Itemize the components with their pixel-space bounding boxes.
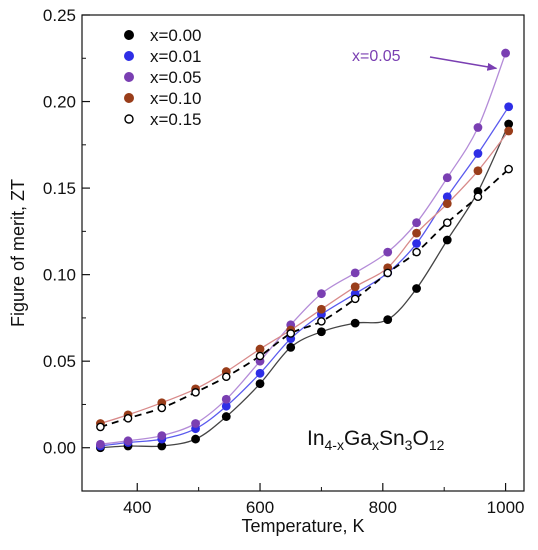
legend-label: x=0.10 (150, 89, 202, 108)
data-point-series-2 (191, 419, 200, 428)
data-point-series-2 (501, 48, 510, 58)
y-tick-label: 0.25 (43, 6, 76, 25)
data-point-series-0 (383, 315, 393, 325)
data-point-series-2 (412, 218, 421, 228)
data-point-series-0 (504, 119, 514, 129)
formula-ga-sub: x (372, 437, 379, 453)
data-point-series-2 (442, 173, 452, 183)
x-axis-label: Temperature, K (241, 516, 364, 536)
data-point-series-0 (191, 434, 200, 444)
y-tick-label: 0.05 (43, 352, 76, 371)
legend: x=0.00 x=0.01 x=0.05 x=0.10 x=0.15 (124, 26, 202, 129)
data-point-series-2 (383, 247, 393, 257)
formula-sn-sub: 3 (405, 437, 413, 453)
x-tick-label: 600 (246, 498, 274, 517)
data-point-series-3 (473, 166, 483, 176)
formula-o-sub: 12 (429, 437, 445, 453)
data-point-series-4 (412, 247, 421, 257)
data-point-series-4 (473, 192, 483, 202)
annotation-arrow (429, 56, 498, 71)
data-point-series-4 (123, 414, 133, 423)
legend-marker (124, 51, 134, 61)
data-point-series-4 (286, 329, 296, 338)
y-tick-label: 0.15 (43, 179, 76, 198)
x-tick-label: 1000 (487, 498, 525, 517)
data-point-series-1 (504, 102, 514, 112)
data-point-series-3 (350, 282, 360, 292)
data-point-series-2 (473, 123, 483, 132)
data-point-series-0 (442, 235, 452, 245)
y-tick-label: 0.10 (43, 266, 76, 285)
compound-formula: In4-xGaxSn3O12 (307, 427, 445, 453)
data-point-series-2 (317, 289, 326, 299)
data-point-series-2 (350, 268, 360, 278)
data-point-series-4 (157, 403, 167, 413)
legend-marker (124, 30, 134, 40)
x-tick-label: 800 (369, 498, 397, 517)
data-point-series-0 (350, 318, 360, 328)
data-point-series-1 (255, 368, 265, 378)
data-point-series-3 (317, 304, 326, 314)
data-point-series-3 (412, 228, 421, 238)
formula-sn: Sn (379, 427, 405, 450)
data-point-series-0 (221, 412, 231, 421)
data-point-series-4 (191, 388, 200, 397)
data-point-series-2 (221, 394, 231, 404)
x-tick-label: 400 (123, 498, 151, 517)
data-point-series-4 (442, 218, 452, 228)
data-point-series-2 (157, 431, 167, 441)
fit-curve-series-4 (100, 168, 510, 428)
formula-in-sub: 4-x (325, 437, 344, 453)
data-point-series-4 (255, 351, 265, 361)
legend-label: x=0.15 (150, 110, 202, 129)
data-point-series-4 (96, 422, 105, 432)
data-point-series-4 (383, 268, 393, 278)
data-point-series-3 (504, 126, 514, 136)
data-point-series-4 (221, 372, 231, 382)
data-points (96, 48, 514, 453)
formula-in: In (307, 427, 325, 450)
legend-label: x=0.00 (150, 26, 202, 45)
data-point-series-0 (286, 342, 296, 352)
data-point-series-4 (504, 164, 513, 174)
data-point-series-1 (473, 149, 483, 158)
data-point-series-0 (317, 327, 326, 337)
data-point-series-2 (96, 439, 105, 449)
legend-marker (124, 93, 134, 103)
y-tick-label: 0.00 (43, 439, 76, 458)
data-point-series-1 (442, 192, 452, 202)
data-point-series-0 (157, 441, 167, 451)
legend-label: x=0.05 (150, 68, 202, 87)
formula-o: O (412, 427, 428, 450)
data-point-series-2 (123, 436, 133, 446)
formula-ga: Ga (344, 427, 372, 450)
data-point-series-4 (317, 317, 326, 326)
x005-annotation: x=0.05 (352, 48, 498, 71)
legend-marker (124, 114, 134, 124)
y-axis-label: Figure of merit, ZT (8, 179, 28, 327)
data-point-series-3 (442, 199, 452, 209)
fit-curve-series-1 (100, 106, 510, 447)
y-tick-label: 0.20 (43, 93, 76, 112)
annotation-label: x=0.05 (352, 48, 401, 65)
legend-label: x=0.01 (150, 47, 202, 66)
data-point-series-0 (255, 379, 265, 389)
axis-ticks: 400 600 800 1000 0.00 0.05 0.10 0.15 0.20 0.25 (43, 6, 525, 517)
data-point-series-4 (350, 294, 360, 304)
legend-marker (124, 72, 134, 82)
data-point-series-1 (412, 239, 421, 248)
data-point-series-0 (412, 284, 421, 293)
data-point-series-3 (255, 344, 265, 354)
data-point-series-1 (221, 401, 231, 411)
plot-frame (81, 14, 525, 492)
